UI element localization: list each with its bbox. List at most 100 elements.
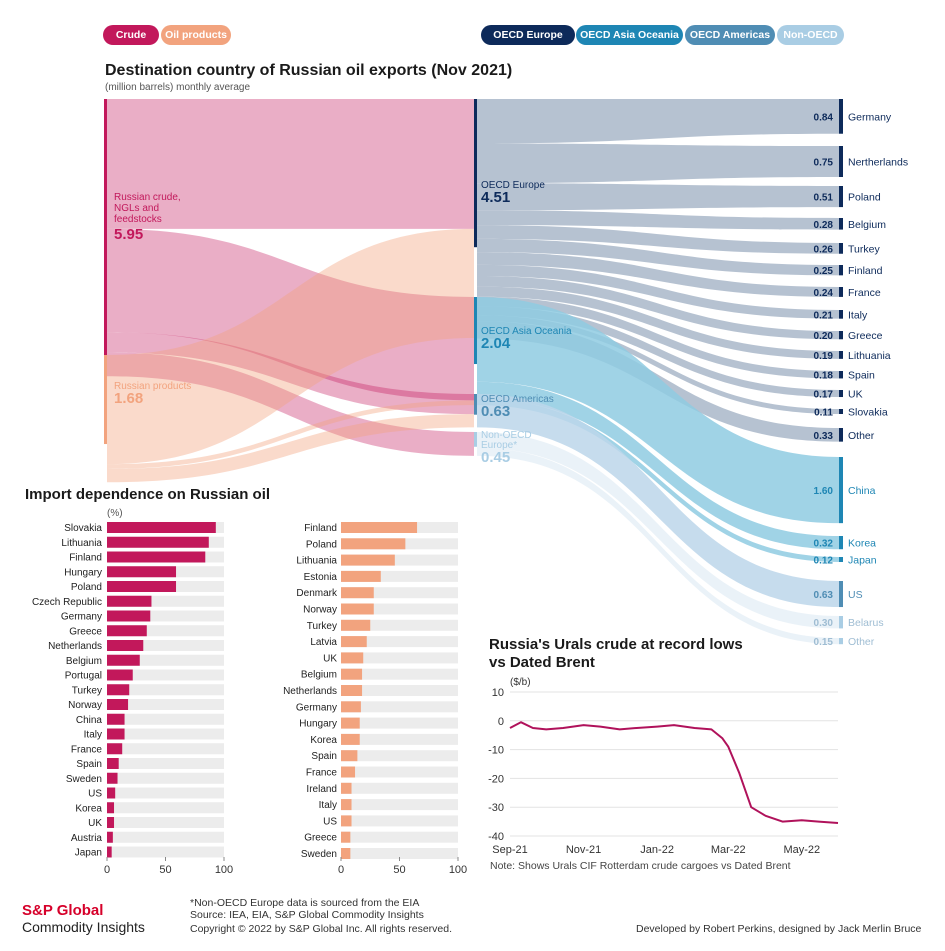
crude-label-japan: Japan (75, 848, 102, 859)
products-bar-finland (341, 522, 418, 533)
crude-bg-us (107, 787, 224, 799)
crude-bg-turkey (107, 684, 224, 696)
crude-bg-china (107, 713, 224, 725)
line-xtick-0: Sep-21 (492, 844, 527, 856)
dest-label-japan-16: Japan (848, 555, 877, 567)
flow-uk-11 (477, 306, 839, 398)
crude-bg-austria (107, 831, 224, 843)
dest-bar-nertherlands-1 (839, 146, 843, 178)
products-label-hungary: Hungary (299, 719, 337, 730)
dest-label-nertherlands-1: Nertherlands (848, 157, 908, 169)
crude-bar-italy (107, 728, 125, 740)
source-bar-products (104, 355, 107, 445)
crude-label-spain: Spain (76, 759, 102, 770)
dest-value-nertherlands-1: 0.75 (814, 158, 834, 169)
sankey-diagram: 0.84 Germany 0.75 Nertherlands 0.51 Poland 0.2… (104, 99, 908, 648)
dest-bar-turkey-4 (839, 243, 843, 254)
region-label-oecd-asia-oceania-line-0: OECD Asia Oceania (481, 326, 572, 337)
flow-products-oecd-americas (107, 414, 474, 483)
crude-bar-germany (107, 610, 151, 622)
flow-poland-2 (477, 183, 839, 211)
crude-label-belgium: Belgium (66, 656, 102, 667)
crude-label-france: France (71, 744, 103, 755)
crude-bg-portugal (107, 669, 224, 681)
products-label-italy: Italy (319, 800, 337, 811)
crude-bar-austria (107, 831, 113, 843)
crude-dependence-chart: Slovakia Lithuania Finland Hungary Poland Cze… (32, 522, 233, 876)
products-bar-denmark (341, 587, 374, 599)
crude-bg-uk (107, 817, 224, 828)
flow-other-19 (477, 447, 839, 645)
dest-label-other-13: Other (848, 430, 875, 442)
dest-label-uk-11: UK (848, 389, 863, 401)
products-label-spain: Spain (311, 751, 337, 762)
products-bg-norway (341, 603, 458, 615)
dest-bar-italy-7 (839, 310, 843, 319)
crude-bg-belgium (107, 654, 224, 666)
dest-value-other-13: 0.33 (814, 431, 834, 442)
flow-nertherlands-1 (477, 143, 839, 184)
dest-value-germany-0: 0.84 (814, 112, 834, 123)
dest-label-spain-10: Spain (848, 370, 875, 382)
legend-oil-products: Oil products (161, 25, 231, 45)
products-bg-latvia (341, 636, 458, 648)
dest-label-belarus-18: Belarus (848, 617, 884, 629)
products-label-france: France (306, 768, 338, 779)
crude-bg-france (107, 743, 224, 755)
dest-bar-france-6 (839, 287, 843, 297)
region-value-non-oecd-europe: 0.45 (481, 449, 510, 466)
line-xtick-3: Mar-22 (711, 844, 746, 856)
crude-bg-norway (107, 699, 224, 710)
products-tick-0: 0 (338, 864, 344, 876)
dest-bar-poland-2 (839, 186, 843, 208)
crude-bar-korea (107, 802, 115, 814)
flow-products-oecd-europe (107, 228, 474, 465)
dest-label-finland-5: Finland (848, 265, 883, 277)
dest-bar-finland-5 (839, 265, 843, 276)
line-xtick-4: May-22 (783, 844, 820, 856)
crude-label-hungary: Hungary (64, 567, 102, 578)
products-label-denmark: Denmark (296, 588, 338, 599)
flow-us-17 (477, 394, 839, 608)
dest-value-france-6: 0.24 (814, 288, 834, 299)
crude-tick-0: 0 (104, 864, 110, 876)
products-dependence-chart: Finland Poland Lithuania Estonia Denmark Norw… (283, 522, 467, 876)
crude-bg-netherlands (107, 640, 224, 651)
dest-value-japan-16: 0.12 (814, 556, 834, 567)
dest-bar-korea-15 (839, 536, 843, 550)
dest-value-us-17: 0.63 (814, 590, 834, 601)
crude-label-greece: Greece (69, 626, 102, 637)
crude-bg-japan (107, 846, 224, 858)
products-bar-belgium (341, 668, 363, 680)
products-bg-ireland (341, 782, 458, 794)
products-bar-hungary (341, 717, 360, 729)
dest-label-greece-8: Greece (848, 330, 883, 342)
legend-non-oecd: Non-OECD (777, 25, 844, 45)
source-label-products: Russian products (114, 381, 191, 392)
products-bar-france (341, 766, 356, 778)
region-bar-oecd-europe (474, 99, 477, 248)
crude-bar-japan (107, 846, 112, 858)
products-bg-us (341, 815, 458, 827)
dest-value-other-19: 0.15 (814, 637, 834, 648)
dest-label-china-14: China (848, 485, 876, 497)
flow-crude-oecd-europe (107, 99, 474, 229)
line-ytick-2: -10 (488, 745, 504, 757)
flow-germany-0 (477, 99, 839, 144)
products-bar-us (341, 815, 352, 827)
crude-label-norway: Norway (68, 700, 102, 711)
region-label-oecd-americas-line-0: OECD Americas (481, 394, 554, 405)
crude-label-austria: Austria (71, 833, 103, 844)
dest-label-turkey-4: Turkey (848, 243, 880, 255)
products-bg-lithuania (341, 554, 458, 566)
products-bg-greece (341, 831, 458, 843)
products-label-korea: Korea (310, 735, 337, 746)
crude-bg-italy (107, 728, 224, 740)
crude-label-portugal: Portugal (65, 671, 102, 682)
crude-bar-france (107, 743, 123, 755)
line-ytick-5: -40 (488, 831, 504, 843)
flow-finland-5 (477, 238, 839, 276)
products-bg-germany (341, 701, 458, 713)
line-xtick-1: Nov-21 (566, 844, 601, 856)
products-bar-norway (341, 603, 374, 615)
